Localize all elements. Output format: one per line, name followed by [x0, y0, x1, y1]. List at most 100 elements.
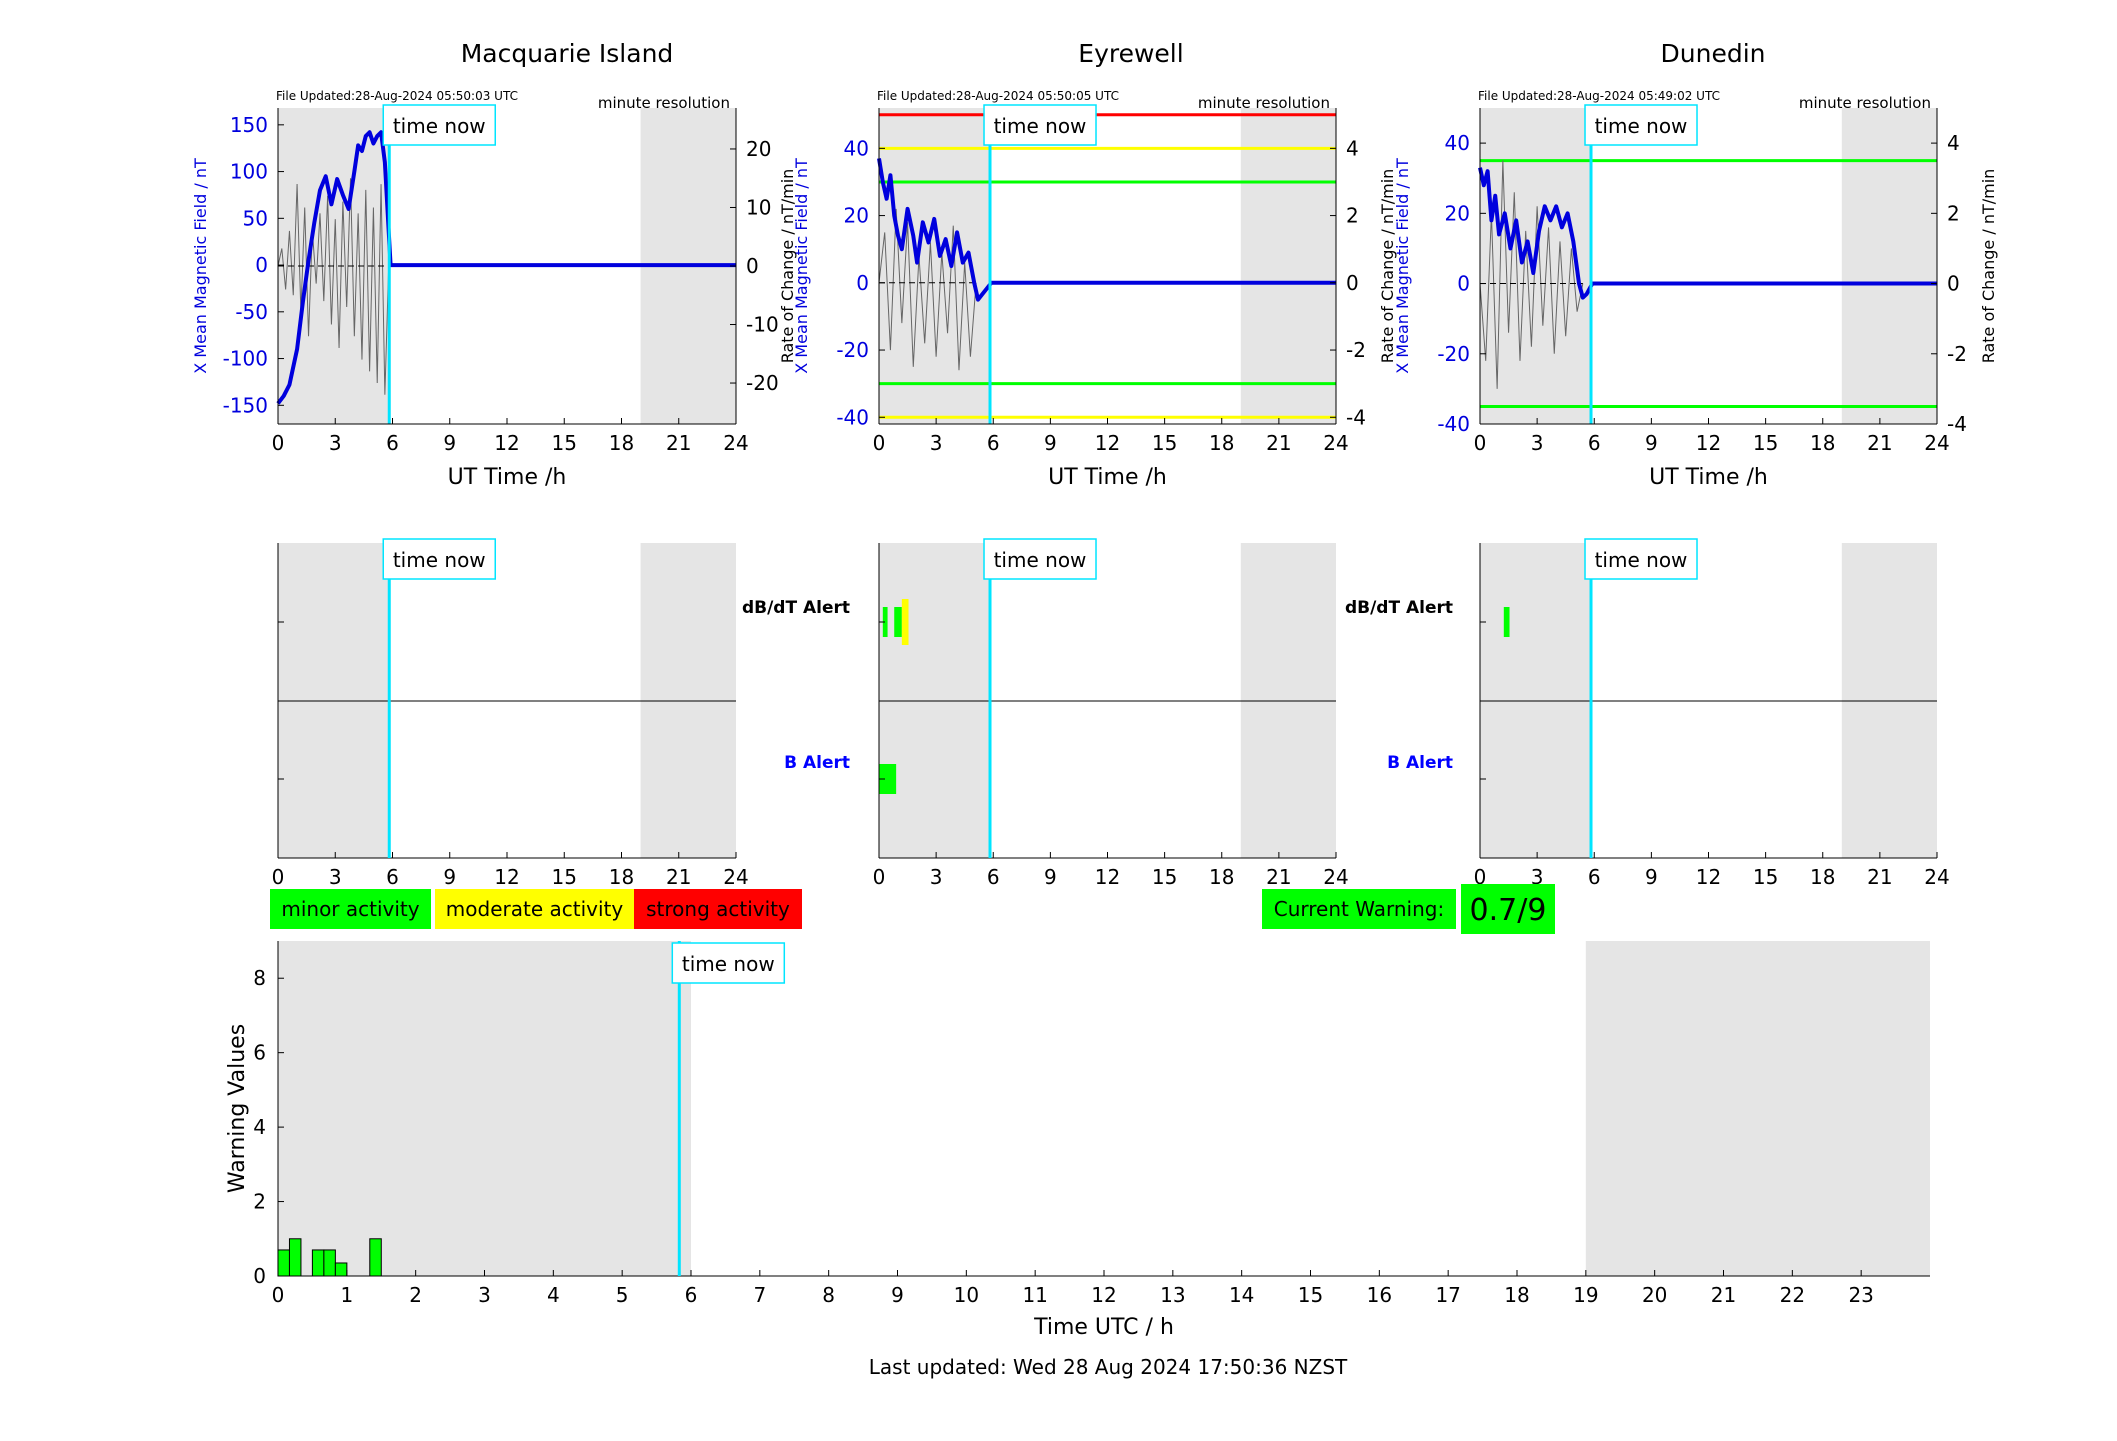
y-tick-label-right-0-20: 20	[746, 137, 771, 161]
alert-x-tick-label-1-15: 15	[1152, 865, 1177, 889]
x-tick-label-1-6: 6	[987, 431, 1000, 455]
alert-x-tick-label-1-0: 0	[873, 865, 886, 889]
legend-moderate-label: moderate activity	[446, 897, 624, 921]
warning-x-tick-label-10: 10	[954, 1283, 979, 1307]
alert-x-tick-label-2-12: 12	[1696, 865, 1721, 889]
y-tick-label-left-1--40: -40	[836, 405, 869, 429]
x-tick-label-2-6: 6	[1588, 431, 1601, 455]
alert-bar-1-2	[901, 599, 909, 645]
x-axis-label-0: UT Time /h	[448, 465, 567, 490]
file-updated-1: File Updated:28-Aug-2024 05:50:05 UTC	[877, 89, 1119, 103]
alert-x-tick-label-2-24: 24	[1924, 865, 1949, 889]
alert-x-tick-label-2-18: 18	[1810, 865, 1835, 889]
y-tick-label-left-2--20: -20	[1437, 342, 1470, 366]
b-alert-label-a: B Alert	[784, 753, 850, 773]
y-tick-label-right-0-0: 0	[746, 254, 759, 278]
alert-bar-1-3	[879, 764, 897, 794]
y-axis-label-right-2: Rate of Change / nT/min	[1979, 169, 1998, 364]
y-tick-label-left-0-150: 150	[230, 113, 268, 137]
alert-x-tick-label-0-12: 12	[494, 865, 519, 889]
time-now-box-1	[983, 104, 1097, 146]
y-tick-label-right-2-0: 0	[1947, 272, 1960, 296]
y-axis-label-left-0: X Mean Magnetic Field / nT	[191, 158, 210, 374]
time-now-label-2: time now	[1595, 114, 1688, 138]
alert-x-tick-label-0-0: 0	[272, 865, 285, 889]
x-tick-label-0-9: 9	[443, 431, 456, 455]
x-tick-label-0-3: 3	[329, 431, 342, 455]
warning-x-tick-label-8: 8	[822, 1283, 835, 1307]
warning-x-tick-label-18: 18	[1504, 1283, 1529, 1307]
x-tick-label-0-0: 0	[272, 431, 285, 455]
alert-x-tick-label-1-18: 18	[1209, 865, 1234, 889]
warning-x-tick-label-2: 2	[409, 1283, 422, 1307]
current-warning-value: 0.7/9	[1470, 893, 1547, 928]
warning-x-tick-label-3: 3	[478, 1283, 491, 1307]
roc-series-0	[277, 178, 390, 395]
warning-x-tick-label-9: 9	[891, 1283, 904, 1307]
time-now-label-1: time now	[994, 114, 1087, 138]
footer-last-updated: Last updated: Wed 28 Aug 2024 17:50:36 N…	[869, 1355, 1348, 1379]
x-tick-label-2-18: 18	[1810, 431, 1835, 455]
y-tick-label-left-1-20: 20	[844, 204, 869, 228]
y-tick-label-left-1-0: 0	[856, 271, 869, 295]
alert-x-tick-label-2-0: 0	[1474, 865, 1487, 889]
station-title-macquarie: Macquarie Island	[461, 39, 674, 68]
y-tick-label-left-0--150: -150	[223, 393, 268, 417]
warning-y-axis-label: Warning Values	[225, 1024, 250, 1193]
current-warning-value-box	[1461, 884, 1555, 934]
y-axis-label-right-0: Rate of Change / nT/min	[778, 169, 797, 364]
alert-time-now-label-2: time now	[1595, 548, 1688, 572]
warning-bar-3	[323, 1249, 336, 1277]
warning-y-tick-label-4: 4	[253, 1115, 266, 1139]
x-tick-label-0-18: 18	[609, 431, 634, 455]
y-tick-label-right-2-2: 2	[1947, 201, 1960, 225]
alert-x-tick-label-0-6: 6	[386, 865, 399, 889]
alert-x-tick-label-1-9: 9	[1044, 865, 1057, 889]
alert-x-tick-label-0-21: 21	[666, 865, 691, 889]
y-axis-label-left-1: X Mean Magnetic Field / nT	[792, 158, 811, 374]
y-axis-label-right-1: Rate of Change / nT/min	[1378, 169, 1397, 364]
warning-x-tick-label-7: 7	[753, 1283, 766, 1307]
alert-x-tick-label-2-3: 3	[1531, 865, 1544, 889]
alert-time-now-label-1: time now	[994, 548, 1087, 572]
alert-x-tick-label-2-9: 9	[1645, 865, 1658, 889]
y-tick-label-right-1-0: 0	[1346, 271, 1359, 295]
current-warning-box	[1262, 889, 1456, 929]
alert-x-tick-label-1-6: 6	[987, 865, 1000, 889]
y-tick-label-left-2-20: 20	[1445, 201, 1470, 225]
warning-x-tick-label-15: 15	[1298, 1283, 1323, 1307]
legend-moderate-box	[435, 889, 634, 929]
roc-series-1	[878, 208, 977, 371]
warning-night-shade-0	[278, 941, 691, 1276]
file-updated-2: File Updated:28-Aug-2024 05:49:02 UTC	[1478, 89, 1720, 103]
warning-bar-5	[369, 1238, 382, 1277]
y-axis-label-left-2: X Mean Magnetic Field / nT	[1393, 158, 1412, 374]
y-tick-label-right-1--2: -2	[1346, 338, 1366, 362]
b-alert-label-b: B Alert	[1387, 753, 1453, 773]
y-tick-label-right-1-2: 2	[1346, 204, 1359, 228]
current-warning-label: Current Warning:	[1274, 897, 1444, 921]
warning-y-tick-label-0: 0	[253, 1264, 266, 1288]
warning-y-tick-label-2: 2	[253, 1190, 266, 1214]
x-axis-label-1: UT Time /h	[1048, 465, 1167, 490]
alert-x-tick-label-0-18: 18	[609, 865, 634, 889]
y-tick-label-right-2--2: -2	[1947, 342, 1967, 366]
legend-minor-box	[270, 889, 431, 929]
warning-x-tick-label-14: 14	[1229, 1283, 1254, 1307]
dbdt-alert-label-a: dB/dT Alert	[742, 598, 850, 618]
night-shade-1-0	[879, 108, 992, 424]
x-tick-label-2-0: 0	[1474, 431, 1487, 455]
alert-x-tick-label-2-21: 21	[1867, 865, 1892, 889]
warning-x-tick-label-1: 1	[340, 1283, 353, 1307]
warning-x-tick-label-0: 0	[272, 1283, 285, 1307]
alert-x-tick-label-0-15: 15	[552, 865, 577, 889]
resolution-label-1: minute resolution	[1198, 94, 1330, 112]
warning-x-tick-label-12: 12	[1091, 1283, 1116, 1307]
y-tick-label-right-0--20: -20	[746, 371, 779, 395]
alert-x-tick-label-0-9: 9	[443, 865, 456, 889]
field-series-0	[276, 130, 736, 405]
time-now-label-0: time now	[393, 114, 486, 138]
warning-time-now-box	[671, 942, 786, 984]
warning-x-tick-label-17: 17	[1435, 1283, 1460, 1307]
